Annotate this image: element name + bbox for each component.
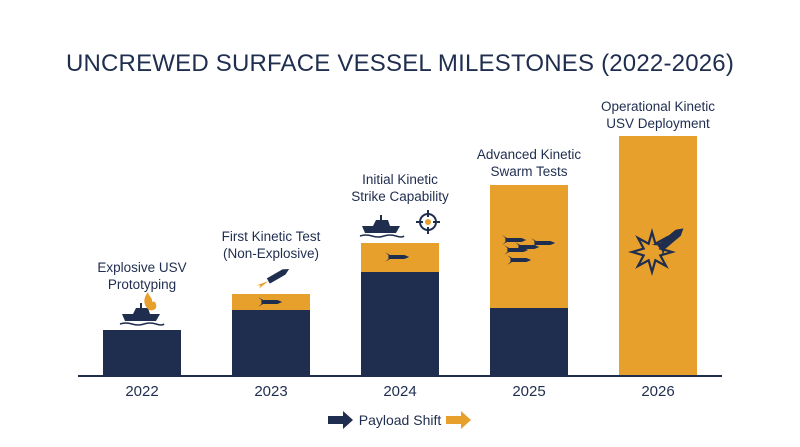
- missile-icon: [651, 228, 684, 257]
- swarm-missile-icon: [502, 235, 527, 245]
- milestone-annotation: Strike Capability: [351, 189, 449, 204]
- legend: Payload Shift: [328, 411, 471, 429]
- swarm-missile-icon: [507, 255, 532, 265]
- x-tick-label: 2022: [125, 383, 158, 400]
- milestone-annotation: Explosive USV: [97, 260, 186, 275]
- bars: [103, 136, 697, 375]
- milestone-annotation: Swarm Tests: [490, 164, 567, 179]
- missile-icon: [385, 252, 410, 262]
- milestone-annotation: Prototyping: [108, 277, 176, 292]
- bar-navy-2025: [490, 308, 568, 375]
- milestone-annotations: Explosive USV Prototyping First Kinetic Te…: [97, 99, 715, 292]
- boat-icon: [119, 303, 165, 326]
- swarm-missile-icon: [504, 245, 529, 255]
- legend-label: Payload Shift: [359, 412, 442, 428]
- x-tick-label: 2024: [383, 383, 416, 400]
- flame-icon: [144, 292, 157, 311]
- legend-orange-arrow-icon: [446, 411, 471, 429]
- x-tick-labels: 2022 2023 2024 2025 2026: [125, 383, 674, 400]
- chart-title: UNCREWED SURFACE VESSEL MILESTONES (2022…: [66, 50, 734, 77]
- missile-icon: [258, 297, 283, 307]
- bar-navy-2023: [232, 310, 310, 375]
- x-tick-label: 2023: [254, 383, 287, 400]
- milestone-annotation: (Non-Explosive): [223, 246, 319, 261]
- missile-launch-icon: [256, 269, 290, 289]
- icons: [119, 210, 684, 326]
- milestone-annotation: Advanced Kinetic: [477, 147, 582, 162]
- x-tick-label: 2025: [512, 383, 545, 400]
- bar-navy-2022: [103, 330, 181, 375]
- x-tick-label: 2026: [641, 383, 674, 400]
- legend-navy-arrow-icon: [328, 411, 353, 429]
- boat-icon: [359, 215, 405, 238]
- milestone-annotation: First Kinetic Test: [222, 229, 321, 244]
- swarm-missile-icon: [531, 238, 556, 248]
- milestone-annotation: USV Deployment: [606, 116, 710, 131]
- milestone-annotation: Initial Kinetic: [362, 172, 438, 187]
- bar-orange-2026: [619, 136, 697, 375]
- target-icon: [416, 210, 440, 234]
- bar-navy-2024: [361, 272, 439, 375]
- milestone-annotation: Operational Kinetic: [601, 99, 715, 114]
